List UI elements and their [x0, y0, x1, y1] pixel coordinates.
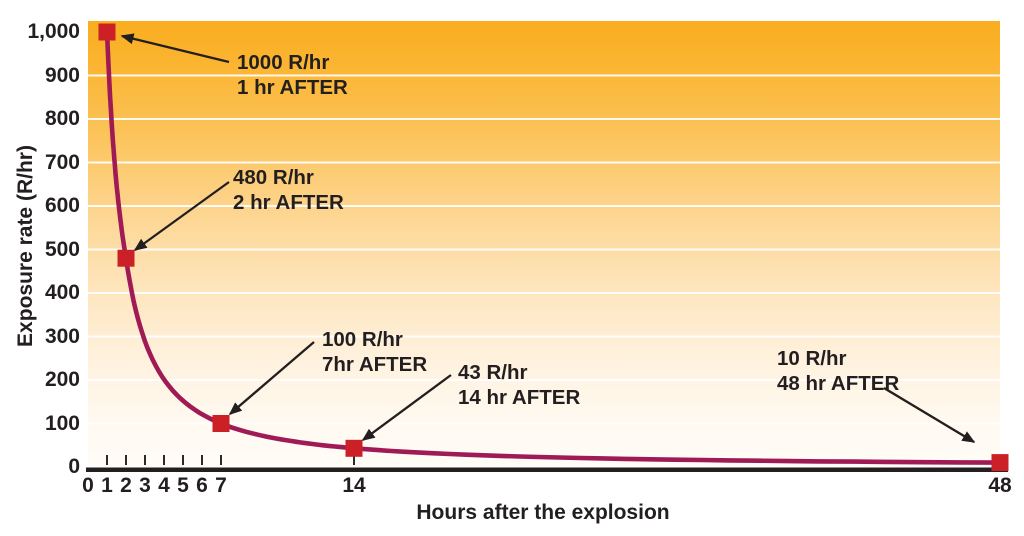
annotation-arrows	[120, 33, 976, 443]
annotation-value: 480 R/hr	[233, 166, 314, 189]
x-axis-tick-label: 2	[120, 474, 132, 497]
annotation-100-7hr: 100 R/hr 7hr AFTER	[322, 327, 427, 377]
x-axis-tick-label: 6	[196, 474, 208, 497]
y-axis-tick-label: 900	[44, 64, 80, 87]
annotation-480-2hr: 480 R/hr 2 hr AFTER	[233, 165, 344, 215]
plot-background	[88, 21, 1000, 467]
x-axis-tick-label: 7	[215, 474, 227, 497]
annotation-value: 10 R/hr	[777, 347, 847, 370]
data-point-marker	[345, 439, 363, 457]
arrow-43-14hr	[361, 374, 452, 441]
y-axis-tick-label: 800	[44, 107, 80, 130]
data-point-marker	[117, 249, 135, 267]
annotation-value: 1000 R/hr	[237, 51, 330, 74]
y-axis-tick-label: 300	[44, 325, 80, 348]
x-axis-tick-label: 14	[342, 474, 366, 497]
y-axis-tick-label: 500	[44, 238, 80, 261]
data-point-marker	[991, 454, 1009, 472]
annotation-value: 100 R/hr	[322, 328, 403, 351]
annotation-time: 48 hr AFTER	[777, 372, 900, 395]
annotation-43-14hr: 43 R/hr 14 hr AFTER	[458, 360, 580, 410]
annotation-10-48hr: 10 R/hr 48 hr AFTER	[777, 346, 899, 396]
x-axis-tick-label: 48	[988, 474, 1012, 497]
x-axis-line	[86, 467, 1008, 472]
y-axis-tick-label: 100	[44, 412, 80, 435]
arrow-100-7hr	[228, 341, 315, 415]
x-axis-title: Hours after the explosion	[416, 501, 670, 524]
y-axis-tick-label: 400	[44, 281, 80, 304]
x-axis-tick-label: 5	[177, 474, 189, 497]
annotation-time: 14 hr AFTER	[458, 386, 581, 409]
data-point-markers	[98, 23, 1009, 472]
data-point-marker	[98, 23, 116, 41]
x-axis-tick-label: 0	[82, 474, 94, 497]
annotation-time: 2 hr AFTER	[233, 191, 344, 214]
x-axis-tick-label: 3	[139, 474, 151, 497]
x-axis-tick-label: 4	[158, 474, 170, 497]
annotation-time: 7hr AFTER	[322, 353, 428, 376]
x-axis-tick-label: 1	[101, 474, 113, 497]
annotation-time: 1 hr AFTER	[237, 76, 348, 99]
y-axis-tick-label: 700	[44, 151, 80, 174]
arrow-10-48hr	[883, 387, 976, 443]
gridlines	[88, 74, 1000, 425]
y-axis-tick-label: 200	[44, 368, 80, 391]
annotation-value: 43 R/hr	[458, 361, 528, 384]
x-axis-tick-marks	[106, 455, 355, 465]
arrow-480-2hr	[133, 181, 230, 251]
data-point-marker	[212, 415, 230, 432]
annotation-1000-1hr: 1000 R/hr 1 hr AFTER	[237, 50, 348, 100]
arrow-1000-1hr	[120, 33, 230, 64]
y-axis-tick-label: 1,000	[27, 20, 80, 43]
y-axis-tick-label: 600	[44, 194, 80, 217]
y-axis-tick-label: 0	[68, 455, 80, 478]
